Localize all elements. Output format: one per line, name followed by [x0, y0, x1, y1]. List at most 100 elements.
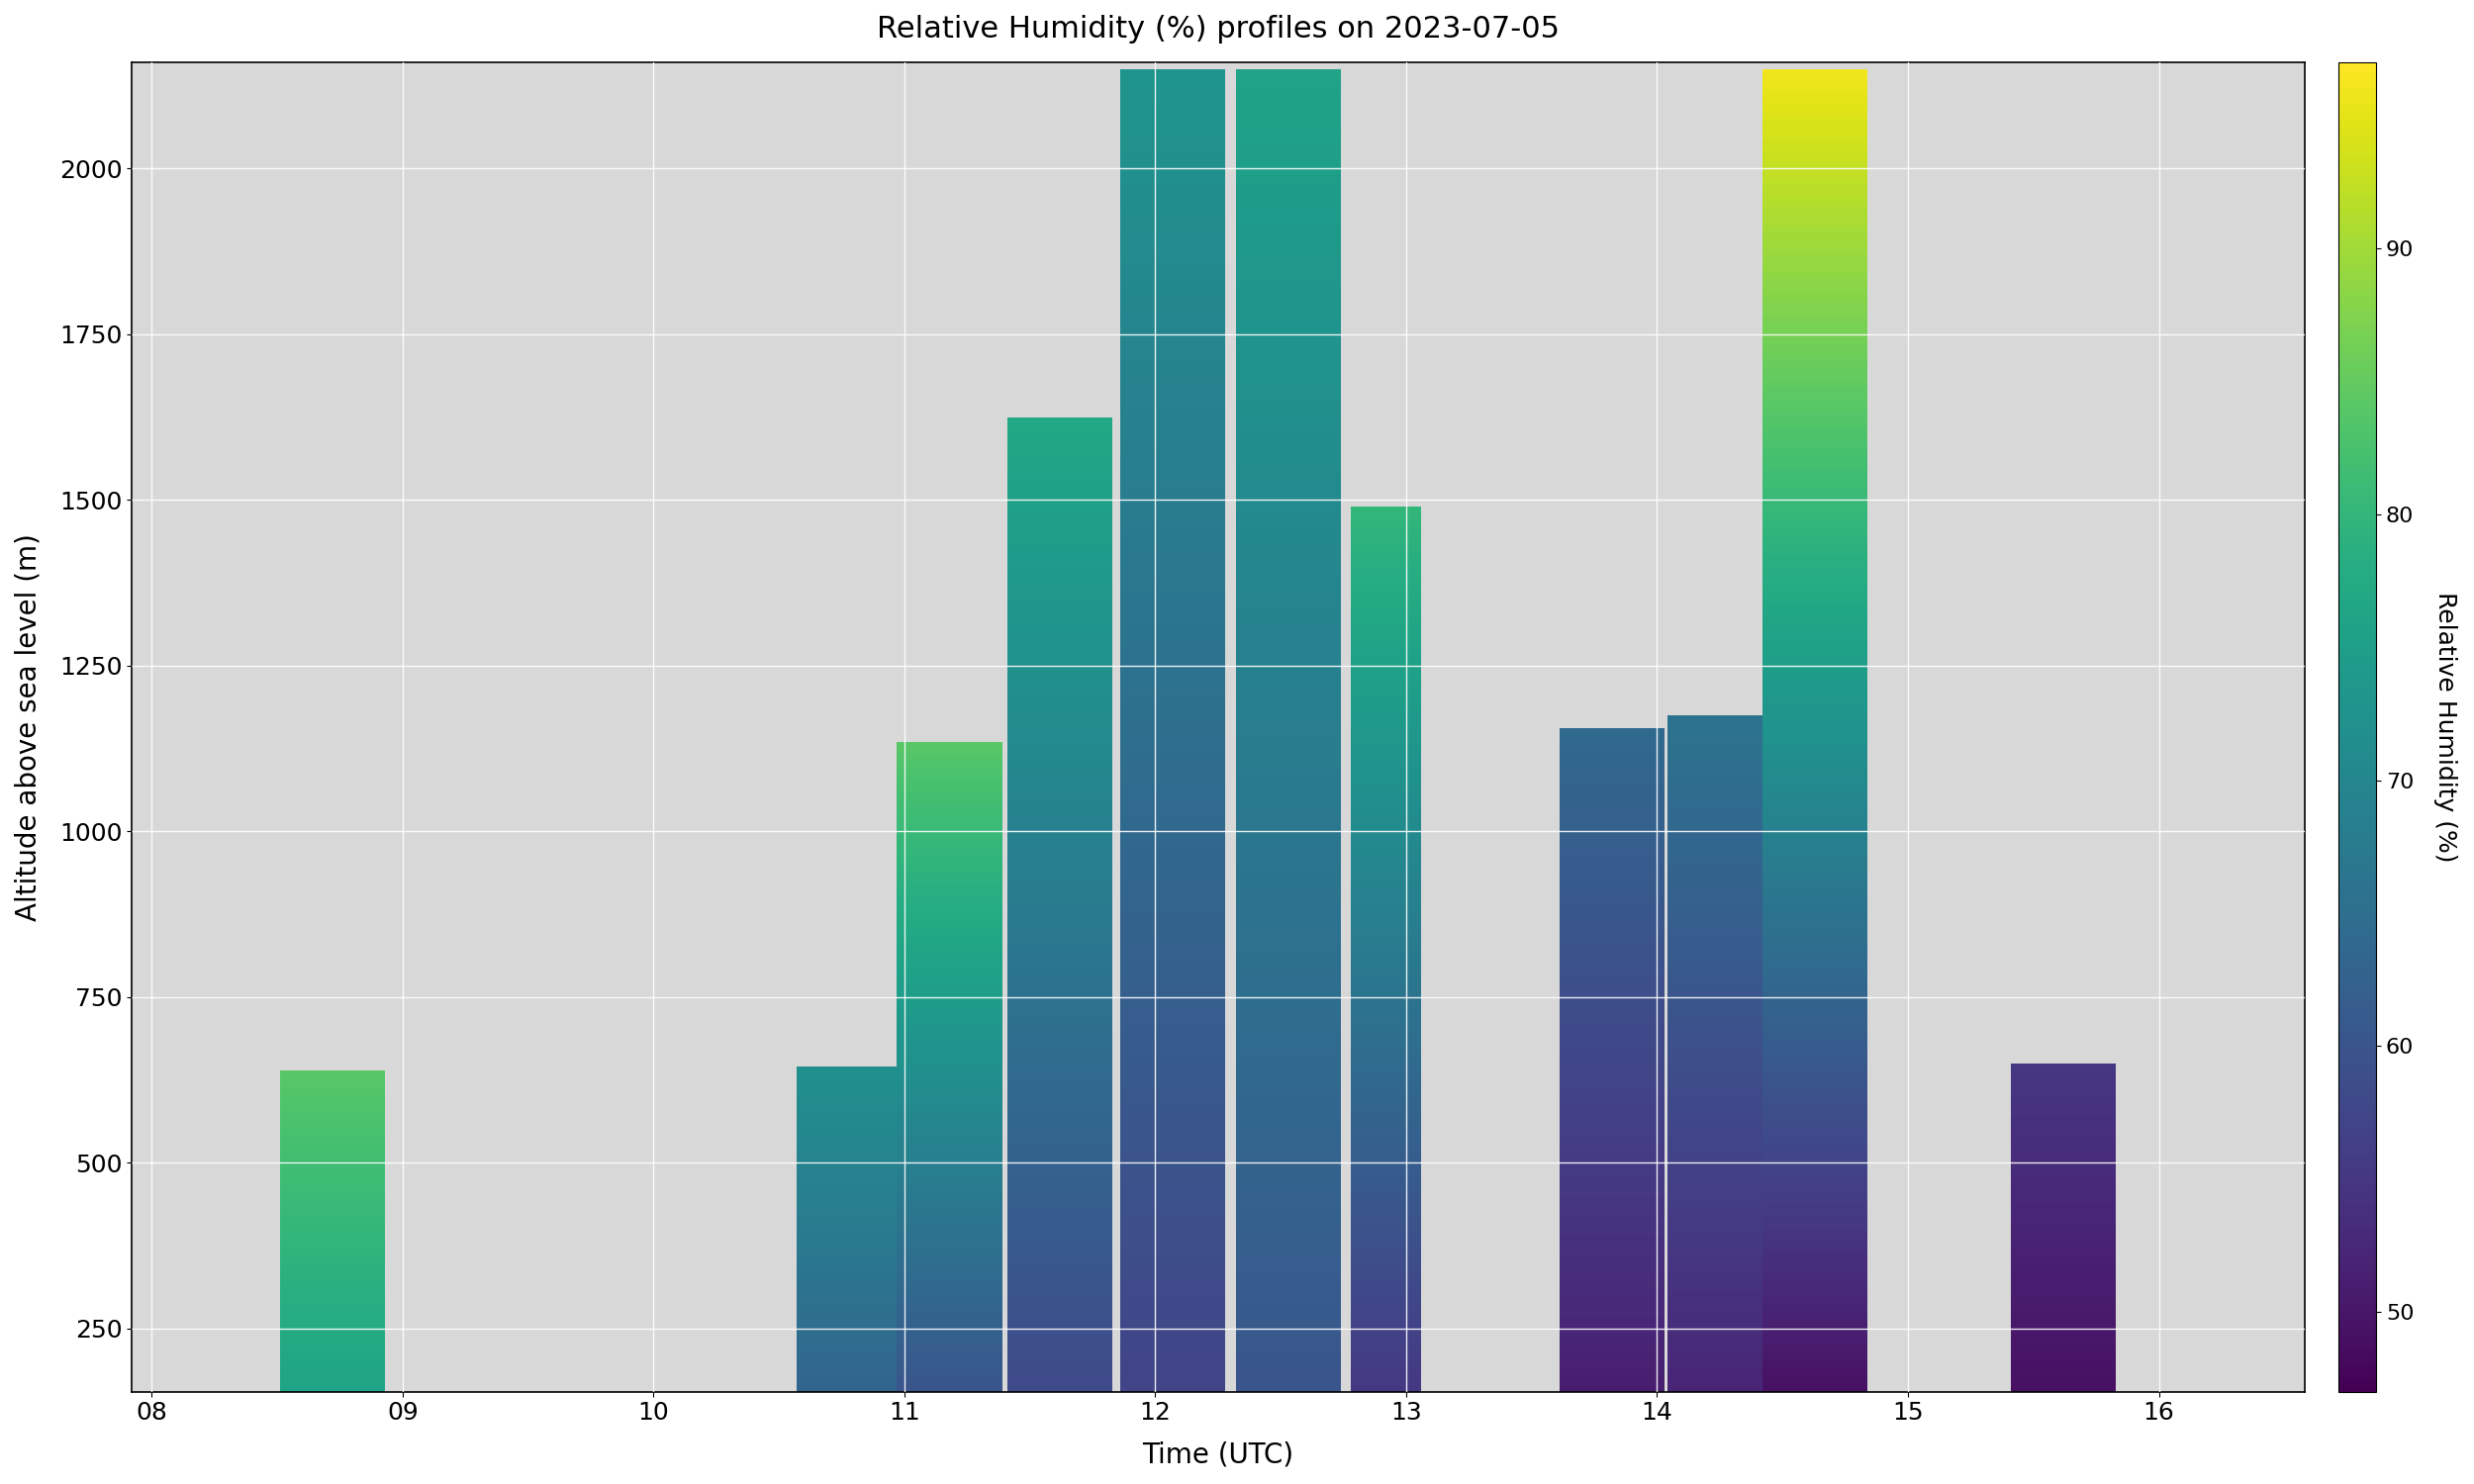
- Bar: [1351, 1103, 1420, 1106]
- Bar: [898, 1186, 1002, 1189]
- Bar: [898, 1307, 1002, 1309]
- Bar: [1667, 1071, 1771, 1074]
- Bar: [1761, 965, 1868, 969]
- Bar: [1235, 1370, 1341, 1374]
- Bar: [1121, 1079, 1225, 1083]
- Bar: [1007, 781, 1113, 784]
- Bar: [1559, 873, 1665, 874]
- Bar: [1667, 1211, 1771, 1214]
- Bar: [1007, 953, 1113, 956]
- Bar: [1007, 966, 1113, 969]
- Bar: [1007, 712, 1113, 715]
- Bar: [1121, 976, 1225, 981]
- Bar: [1351, 1082, 1420, 1085]
- Bar: [1559, 815, 1665, 818]
- Bar: [1559, 1186, 1665, 1189]
- Bar: [1235, 672, 1341, 677]
- Bar: [1761, 417, 1868, 421]
- Bar: [1007, 761, 1113, 764]
- Bar: [1667, 957, 1771, 959]
- Bar: [898, 978, 1002, 979]
- Bar: [1667, 815, 1771, 816]
- Bar: [1007, 551, 1113, 554]
- Bar: [1667, 1233, 1771, 1236]
- Bar: [1235, 408, 1341, 413]
- Bar: [1351, 1223, 1420, 1226]
- Bar: [1235, 1273, 1341, 1276]
- Bar: [1351, 1211, 1420, 1214]
- Bar: [1121, 1215, 1225, 1220]
- Bar: [1235, 1030, 1341, 1034]
- Bar: [1121, 536, 1225, 540]
- Bar: [1559, 1036, 1665, 1037]
- Bar: [1559, 1217, 1665, 1220]
- Bar: [1761, 1260, 1868, 1264]
- Bar: [1007, 859, 1113, 862]
- Bar: [1761, 844, 1868, 849]
- Bar: [898, 1080, 1002, 1082]
- Bar: [1007, 605, 1113, 608]
- Bar: [1559, 1334, 1665, 1337]
- Bar: [1761, 708, 1868, 712]
- Bar: [1351, 987, 1420, 990]
- Bar: [1235, 522, 1341, 527]
- Bar: [1007, 908, 1113, 911]
- Bar: [898, 1039, 1002, 1040]
- Bar: [1351, 781, 1420, 784]
- Bar: [1007, 453, 1113, 456]
- Bar: [1559, 1297, 1665, 1298]
- Bar: [1351, 757, 1420, 760]
- Bar: [1235, 1374, 1341, 1379]
- Bar: [1121, 254, 1225, 258]
- Bar: [1007, 564, 1113, 567]
- Bar: [1761, 699, 1868, 703]
- Bar: [1761, 884, 1868, 889]
- Bar: [898, 798, 1002, 800]
- Bar: [1559, 887, 1665, 890]
- Bar: [1761, 994, 1868, 999]
- Bar: [1559, 1224, 1665, 1226]
- Bar: [1235, 893, 1341, 898]
- Bar: [1667, 994, 1771, 997]
- Bar: [1351, 556, 1420, 559]
- Bar: [1667, 1218, 1771, 1220]
- Bar: [898, 828, 1002, 831]
- Bar: [1559, 905, 1665, 908]
- Bar: [1007, 892, 1113, 895]
- Bar: [1761, 788, 1868, 792]
- Bar: [1235, 298, 1341, 303]
- Bar: [1121, 249, 1225, 254]
- Bar: [1559, 1288, 1665, 1290]
- Bar: [898, 930, 1002, 932]
- Bar: [1559, 1229, 1665, 1230]
- Bar: [1235, 1114, 1341, 1119]
- Bar: [1559, 868, 1665, 870]
- Bar: [898, 922, 1002, 925]
- Bar: [1559, 1049, 1665, 1051]
- Bar: [1559, 890, 1665, 892]
- Bar: [1007, 985, 1113, 988]
- Bar: [1761, 757, 1868, 761]
- Bar: [1559, 1017, 1665, 1018]
- Bar: [1007, 1310, 1113, 1313]
- Bar: [898, 1201, 1002, 1204]
- Bar: [1235, 598, 1341, 603]
- Bar: [1121, 493, 1225, 497]
- Bar: [1235, 267, 1341, 272]
- Bar: [1761, 1361, 1868, 1365]
- Bar: [1007, 1015, 1113, 1018]
- Bar: [1007, 1245, 1113, 1248]
- Bar: [1007, 423, 1113, 427]
- Bar: [1761, 695, 1868, 699]
- Bar: [1559, 1046, 1665, 1049]
- Bar: [1121, 981, 1225, 985]
- Bar: [1235, 104, 1341, 108]
- Bar: [1351, 551, 1420, 554]
- Bar: [1235, 797, 1341, 801]
- Bar: [1761, 681, 1868, 686]
- Bar: [1351, 932, 1420, 935]
- Bar: [1559, 755, 1665, 757]
- Bar: [1007, 518, 1113, 521]
- Bar: [1007, 950, 1113, 953]
- Bar: [898, 879, 1002, 880]
